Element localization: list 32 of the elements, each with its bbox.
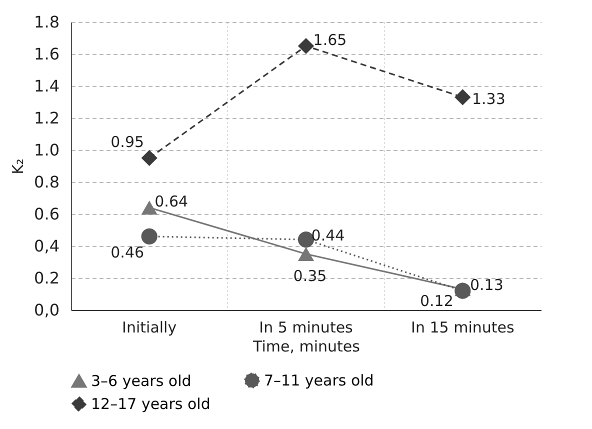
y-tick-label: 0.8 (34, 172, 60, 192)
data-label: 1.65 (313, 31, 347, 49)
x-tick-label: Initially (122, 318, 177, 336)
legend-label: 12–17 years old (91, 395, 210, 413)
data-label: 0.12 (420, 292, 454, 310)
y-tick-label: 0,0 (34, 300, 60, 320)
x-axis-title: Time, minutes (252, 338, 360, 356)
y-tick-label: 0.2 (34, 268, 60, 288)
point (141, 228, 158, 244)
y-tick-label: 1.8 (34, 12, 60, 32)
y-tick-label: 0.6 (34, 204, 60, 224)
data-label: 0.95 (110, 133, 144, 151)
y-tick-label: 0,4 (34, 236, 60, 256)
x-tick-label: In 15 minutes (411, 318, 514, 336)
y-tick-label: 1.2 (34, 108, 60, 128)
data-label: 0.46 (110, 243, 144, 262)
legend-label: 7–11 years old (264, 371, 374, 390)
y-tick-label: 1.4 (34, 76, 60, 96)
data-label: 0.44 (311, 226, 345, 245)
data-label: 0.13 (470, 276, 504, 294)
y-tick-label: 1.0 (34, 140, 60, 160)
point (298, 38, 314, 54)
point (141, 150, 158, 166)
data-label: 0.35 (293, 267, 327, 285)
data-label: 1.33 (472, 90, 506, 108)
data-label: 0.64 (154, 192, 188, 211)
point (454, 89, 471, 106)
legend-label: 3–6 years old (91, 372, 192, 390)
y-tick-label: 1.6 (34, 44, 60, 64)
y-axis-title: K₂ (9, 158, 28, 174)
point (454, 282, 471, 299)
x-tick-label: In 5 minutes (259, 318, 354, 336)
